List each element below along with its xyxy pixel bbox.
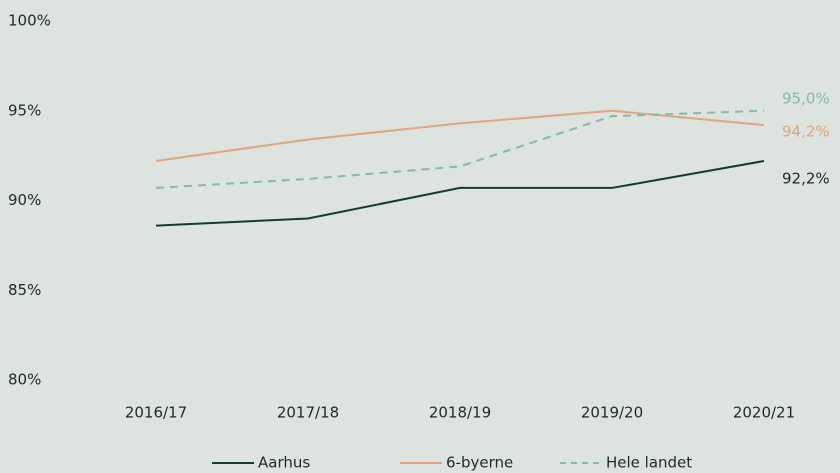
y-tick-label: 80% (8, 371, 41, 389)
series-line (155, 160, 765, 227)
series-line (155, 109, 765, 163)
x-tick-label: 2020/21 (733, 404, 795, 422)
series-line (155, 109, 765, 189)
data-label: 92,2% (782, 170, 830, 188)
y-tick-label: 85% (8, 281, 41, 299)
x-tick-label: 2019/20 (581, 404, 643, 422)
data-label: 94,2% (782, 123, 830, 141)
x-tick-label: 2018/19 (429, 404, 491, 422)
y-tick-label: 95% (8, 101, 41, 119)
legend-label: Hele landet (606, 454, 692, 472)
legend-label: Aarhus (258, 454, 310, 472)
legend-label: 6-byerne (446, 454, 513, 472)
x-tick-label: 2016/17 (125, 404, 187, 422)
y-tick-label: 100% (8, 12, 51, 30)
x-tick-label: 2017/18 (277, 404, 339, 422)
data-label: 95,0% (782, 89, 830, 107)
y-tick-label: 90% (8, 191, 41, 209)
